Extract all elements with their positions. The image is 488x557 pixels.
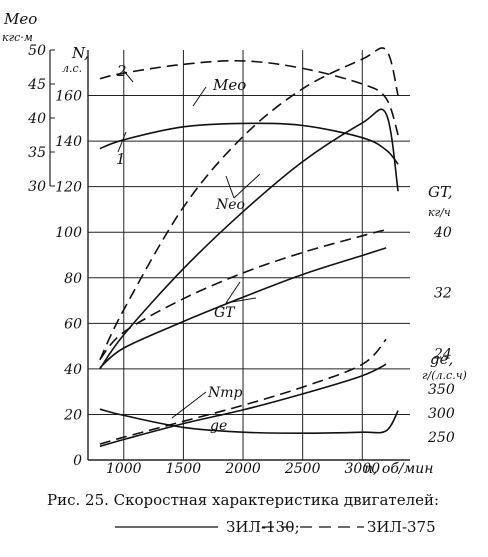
n-tick-0: 0 [73,453,82,469]
m-axis-title: Mео [3,10,37,28]
n-tick-60: 60 [64,316,82,332]
series-specific-zil130 [99,408,399,435]
x-tick-2500: 2500 [284,461,321,477]
n-tick-100: 100 [55,225,82,241]
pointer-curve-1 [117,131,127,153]
pointer-power-a [225,175,235,199]
m-tick-40: 40 [27,111,46,127]
n-axis-unit: л.с. [62,62,82,75]
g-fuel-axis-unit: кг/ч [428,206,451,219]
g-fuel-axis-title: GT, [428,183,453,201]
series-losses-zil375 [99,338,387,445]
x-tick-2000: 2000 [224,461,261,477]
label-power: Nео [215,197,245,213]
pointer-power-b [233,173,261,199]
pointer-fuel-a [225,281,241,304]
label-pointers [117,70,261,419]
g-spec-tick-300: 300 [428,406,455,422]
g-fuel-tick-40: 40 [433,225,452,241]
series-torque-zil130 [99,122,399,165]
legend-dashed-label: ЗИЛ-375 [367,518,436,536]
series-torque-zil375 [99,59,399,136]
g-fuel-tick-32: 32 [434,286,452,302]
m-tick-45: 45 [27,77,46,93]
g-spec-tick-350: 350 [428,382,455,398]
label-losses: Nтр [207,385,243,401]
g-spec-tick-250: 250 [427,430,455,446]
label-curve-1: 1 [116,150,126,168]
series-fuel-zil130 [99,247,387,369]
pointer-losses [171,391,207,419]
curves [99,47,399,448]
m-axis-unit: кгс·м [2,31,33,44]
n-tick-40: 40 [63,362,82,378]
n-tick-120: 120 [55,180,82,196]
pointer-torque [192,86,207,107]
x-tick-1500: 1500 [166,461,202,477]
g-fuel-tick-24: 24 [433,346,452,362]
m-tick-50: 50 [28,43,46,59]
n-tick-160: 160 [55,89,82,105]
label-specific-consumption: ge [210,418,227,434]
series-power-zil375 [99,47,399,361]
label-fuel: GT [214,305,236,321]
series-fuel-zil375 [99,228,387,360]
series-losses-zil130 [99,363,387,448]
x-tick-1000: 1000 [106,461,142,477]
n-tick-140: 140 [55,134,82,150]
g-spec-axis-unit: г/(л.с.ч) [422,369,467,382]
n-tick-80: 80 [64,271,82,287]
pointer-curve-2 [123,70,134,83]
m-tick-30: 30 [28,179,46,195]
m-tick-35: 35 [28,145,46,161]
text-layer: Mео кгс·м N, л.с. GT, кг/ч ge, г/(л.с.ч)… [2,10,467,536]
n-tick-20: 20 [63,407,82,423]
pointer-fuel-b [225,297,257,304]
series-power-zil130 [99,108,399,370]
x-axis-title: n, об/мин [364,461,433,477]
label-torque: Mео [212,76,246,94]
figure-caption: Рис. 25. Скоростная характеристика двига… [47,491,439,509]
g-spec-axis-title: ge, [430,350,453,368]
x-tick-3000: 3000 [344,461,380,477]
n-axis-title: N, [71,44,89,62]
label-curve-2: 2 [116,62,127,80]
